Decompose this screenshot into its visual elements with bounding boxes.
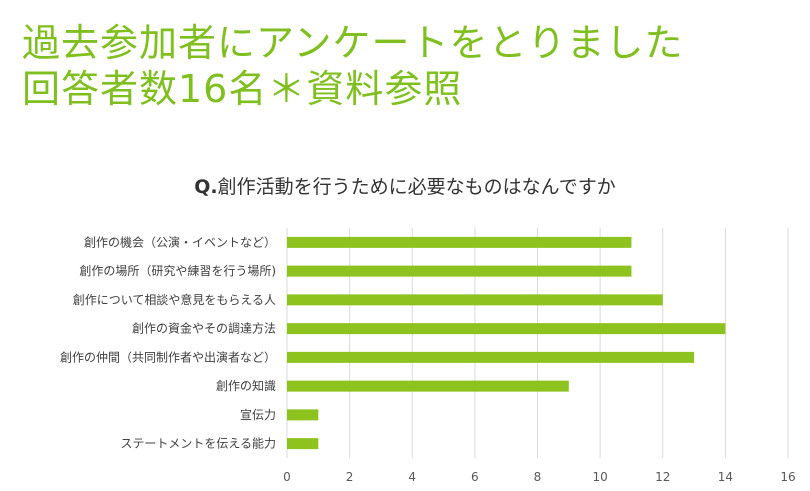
- slide-title-line-2: 回答者数16名＊資料参照: [22, 67, 463, 111]
- chart-title-prefix: Q.: [194, 176, 218, 198]
- x-tick-label: 8: [534, 470, 542, 484]
- x-tick-label: 14: [718, 470, 733, 484]
- slide-title-line-1: 過去参加者にアンケートをとりました: [22, 21, 684, 65]
- x-tick-label: 12: [655, 470, 670, 484]
- bar: [287, 236, 632, 248]
- bar: [287, 294, 663, 306]
- category-label: 創作について相談や意見をもらえる人: [73, 292, 276, 307]
- bar: [287, 323, 726, 335]
- x-tick-label: 2: [346, 470, 354, 484]
- category-label: 創作の知識: [216, 379, 276, 393]
- category-label: 宣伝力: [240, 407, 276, 422]
- bars: [287, 236, 726, 450]
- chart-title: Q.創作活動を行うために必要なものはなんですか: [0, 172, 810, 199]
- gridlines: [286, 228, 789, 458]
- bar: [287, 438, 319, 450]
- category-label: 創作の機会（公演・イベントなど）: [84, 234, 276, 249]
- x-tick-label: 4: [408, 470, 416, 484]
- x-tick-label: 10: [592, 470, 607, 484]
- category-label: 創作の場所（研究や練習を行う場所): [79, 263, 276, 278]
- category-label: 創作の仲間（共同制作者や出演者など）: [60, 349, 276, 364]
- bar: [287, 380, 569, 392]
- x-tick-label: 16: [780, 470, 795, 484]
- x-tick-label: 6: [471, 470, 479, 484]
- category-label: 創作の資金やその調達方法: [132, 321, 276, 336]
- slide-title: 過去参加者にアンケートをとりました 回答者数16名＊資料参照: [22, 20, 683, 112]
- bar: [287, 351, 695, 363]
- category-label: ステートメントを伝える能力: [120, 437, 276, 451]
- bar: [287, 409, 319, 421]
- x-tick-label: 0: [283, 470, 291, 484]
- chart-title-text: 創作活動を行うために必要なものはなんですか: [217, 176, 616, 198]
- x-tick-labels: 0 2 4 6 8 10 12 14 16: [283, 470, 795, 484]
- bar: [287, 265, 632, 277]
- category-labels: 創作の機会（公演・イベントなど） 創作の場所（研究や練習を行う場所) 創作について相…: [60, 234, 276, 450]
